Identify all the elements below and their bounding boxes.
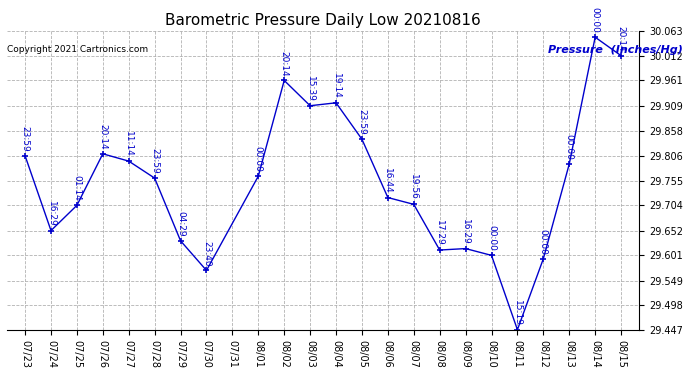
Text: 23:40: 23:40 (202, 241, 211, 266)
Text: 20:14: 20:14 (98, 124, 108, 150)
Text: 15:39: 15:39 (306, 76, 315, 102)
Text: 23:59: 23:59 (21, 126, 30, 152)
Text: 16:44: 16:44 (384, 168, 393, 194)
Text: 23:59: 23:59 (150, 148, 159, 174)
Text: Copyright 2021 Cartronics.com: Copyright 2021 Cartronics.com (7, 45, 148, 54)
Title: Barometric Pressure Daily Low 20210816: Barometric Pressure Daily Low 20210816 (165, 13, 481, 28)
Text: 01:14: 01:14 (72, 176, 81, 201)
Text: 00:00: 00:00 (591, 7, 600, 33)
Text: 04:29: 04:29 (176, 211, 185, 237)
Text: 16:29: 16:29 (46, 201, 55, 226)
Text: 19:14: 19:14 (331, 73, 341, 99)
Text: 23:59: 23:59 (357, 110, 366, 135)
Text: 11:14: 11:14 (124, 131, 133, 157)
Text: 00:00: 00:00 (254, 146, 263, 172)
Text: 00:00: 00:00 (564, 134, 574, 160)
Text: 15:19: 15:19 (513, 300, 522, 326)
Text: 00:00: 00:00 (539, 229, 548, 255)
Text: 17:29: 17:29 (435, 220, 444, 246)
Text: 00:00: 00:00 (487, 225, 496, 251)
Text: 19:56: 19:56 (409, 174, 418, 200)
Text: 16:29: 16:29 (461, 219, 470, 245)
Text: Pressure  (Inches/Hg): Pressure (Inches/Hg) (549, 45, 683, 55)
Text: 20:14: 20:14 (279, 51, 288, 76)
Text: 20:14: 20:14 (617, 26, 626, 51)
